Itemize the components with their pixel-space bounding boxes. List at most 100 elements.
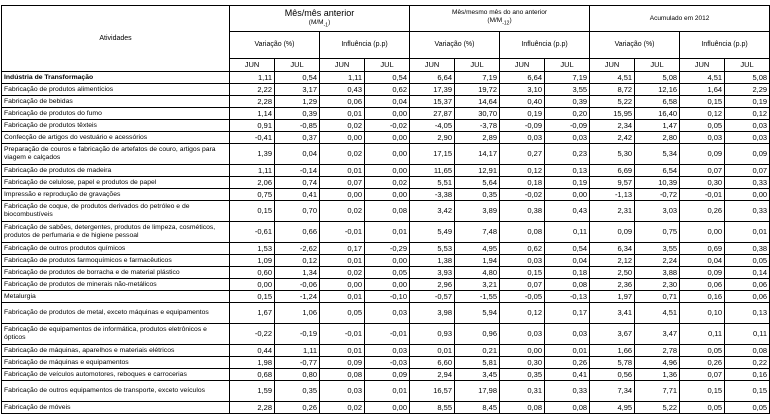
cell-value: 1,14 [229,107,275,120]
cell-value: 0,00 [544,188,591,201]
cell-value: 0,62 [499,242,546,255]
cell-value: 0,39 [274,107,320,120]
cell-value: 0,03 [319,380,365,402]
cell-value: 0,56 [589,368,636,381]
cell-value: 16,40 [634,107,681,120]
cell-value: 7,19 [454,71,501,84]
cell-value: 1,53 [229,242,275,255]
cell-value: 0,01 [409,344,456,357]
cell-value: 5,08 [634,71,681,84]
month-header: JUL [274,58,320,72]
cell-value: 0,44 [229,344,275,357]
cell-value: 2,78 [634,344,681,357]
cell-value: 5,08 [724,71,770,84]
basis: (M/M [487,17,503,25]
cell-value: -0,03 [363,356,411,369]
cell-value: 0,30 [679,176,726,189]
cell-value: 0,08 [544,401,591,414]
cell-value: 0,03 [363,302,411,324]
cell-value: 0,15 [679,380,726,402]
cell-value: 0,08 [319,368,365,381]
cell-value: 0,09 [679,143,726,165]
row-label: Fabricação de produtos de metal, exceto … [1,302,230,324]
cell-value: 3,88 [634,266,681,279]
cell-value: 0,03 [544,131,591,144]
cell-value: 2,36 [589,278,636,291]
cell-value: 0,06 [679,278,726,291]
cell-value: 0,09 [589,221,636,243]
cell-value: 0,68 [229,368,275,381]
cell-value: 0,15 [229,290,275,303]
cell-value: 0,96 [454,323,501,345]
subheader: Influência (p.p) [318,31,411,59]
cell-value: 0,17 [319,242,365,255]
cell-value: 0,01 [724,221,770,243]
table-container: Atividades Mês/mês anterior (M/M-1) Mês/mes… [1,5,770,414]
month-header: JUL [544,58,591,72]
cell-value: 2,22 [229,83,275,96]
cell-value: 2,90 [409,131,456,144]
cell-value: 6,60 [409,356,456,369]
basis-end: ) [509,17,512,25]
cell-value: 14,17 [454,143,501,165]
cell-value: -0,01 [679,188,726,201]
cell-value: 3,67 [589,323,636,345]
cell-value: 0,13 [724,302,770,324]
cell-value: 2,94 [409,368,456,381]
cell-value: -1,13 [589,188,636,201]
cell-value: 0,21 [454,344,501,357]
month-header: JUN [589,58,636,72]
cell-value: 4,51 [679,71,726,84]
row-label: Fabricação de veículos automotores, rebo… [1,368,230,381]
cell-value: 2,30 [634,278,681,291]
cell-value: 11,65 [409,164,456,177]
cell-value: -3,38 [409,188,456,201]
cell-value: 0,69 [679,242,726,255]
cell-value: 0,01 [319,290,365,303]
cell-value: 5,53 [409,242,456,255]
cell-value: 4,96 [634,356,681,369]
cell-value: 3,21 [454,278,501,291]
cell-value: 0,54 [544,242,591,255]
cell-value: 0,26 [679,356,726,369]
cell-value: 6,34 [589,242,636,255]
cell-value: 0,01 [319,164,365,177]
cell-value: 0,01 [363,380,411,402]
cell-value: 0,11 [679,323,726,345]
cell-value: 0,19 [544,176,591,189]
subheader: Influência (p.p) [499,31,591,59]
cell-value: 1,11 [274,344,320,357]
row-label: Fabricação de produtos do fumo [1,107,230,120]
cell-value: 0,03 [499,131,546,144]
cell-value: 0,03 [544,323,591,345]
cell-value: 2,29 [724,83,770,96]
cell-value: 0,62 [363,83,411,96]
cell-value: 0,38 [724,242,770,255]
cell-value: 0,37 [274,131,320,144]
cell-value: -1,24 [274,290,320,303]
row-label: Fabricação de produtos alimentícios [1,83,230,96]
cell-value: 0,16 [724,368,770,381]
cell-value: 7,34 [589,380,636,402]
cell-value: 0,05 [724,401,770,414]
cell-value: 17,98 [454,380,501,402]
cell-value: 3,93 [409,266,456,279]
row-label: Fabricação de produtos de madeira [1,164,230,177]
cell-value: 0,08 [544,278,591,291]
cell-value: 6,69 [589,164,636,177]
cell-value: 0,05 [319,302,365,324]
cell-value: 4,95 [589,401,636,414]
group-basis: (M/M-1) [232,19,407,29]
cell-value: 0,07 [499,278,546,291]
cell-value: 0,02 [319,143,365,165]
cell-value: 1,34 [274,266,320,279]
cell-value: 0,07 [724,164,770,177]
cell-value: 16,57 [409,380,456,402]
cell-value: 0,18 [544,266,591,279]
cell-value: 3,03 [634,200,681,222]
cell-value: 0,27 [499,143,546,165]
cell-value: 3,17 [274,83,320,96]
cell-value: 0,66 [274,221,320,243]
cell-value: 1,66 [589,344,636,357]
cell-value: 0,06 [319,95,365,108]
